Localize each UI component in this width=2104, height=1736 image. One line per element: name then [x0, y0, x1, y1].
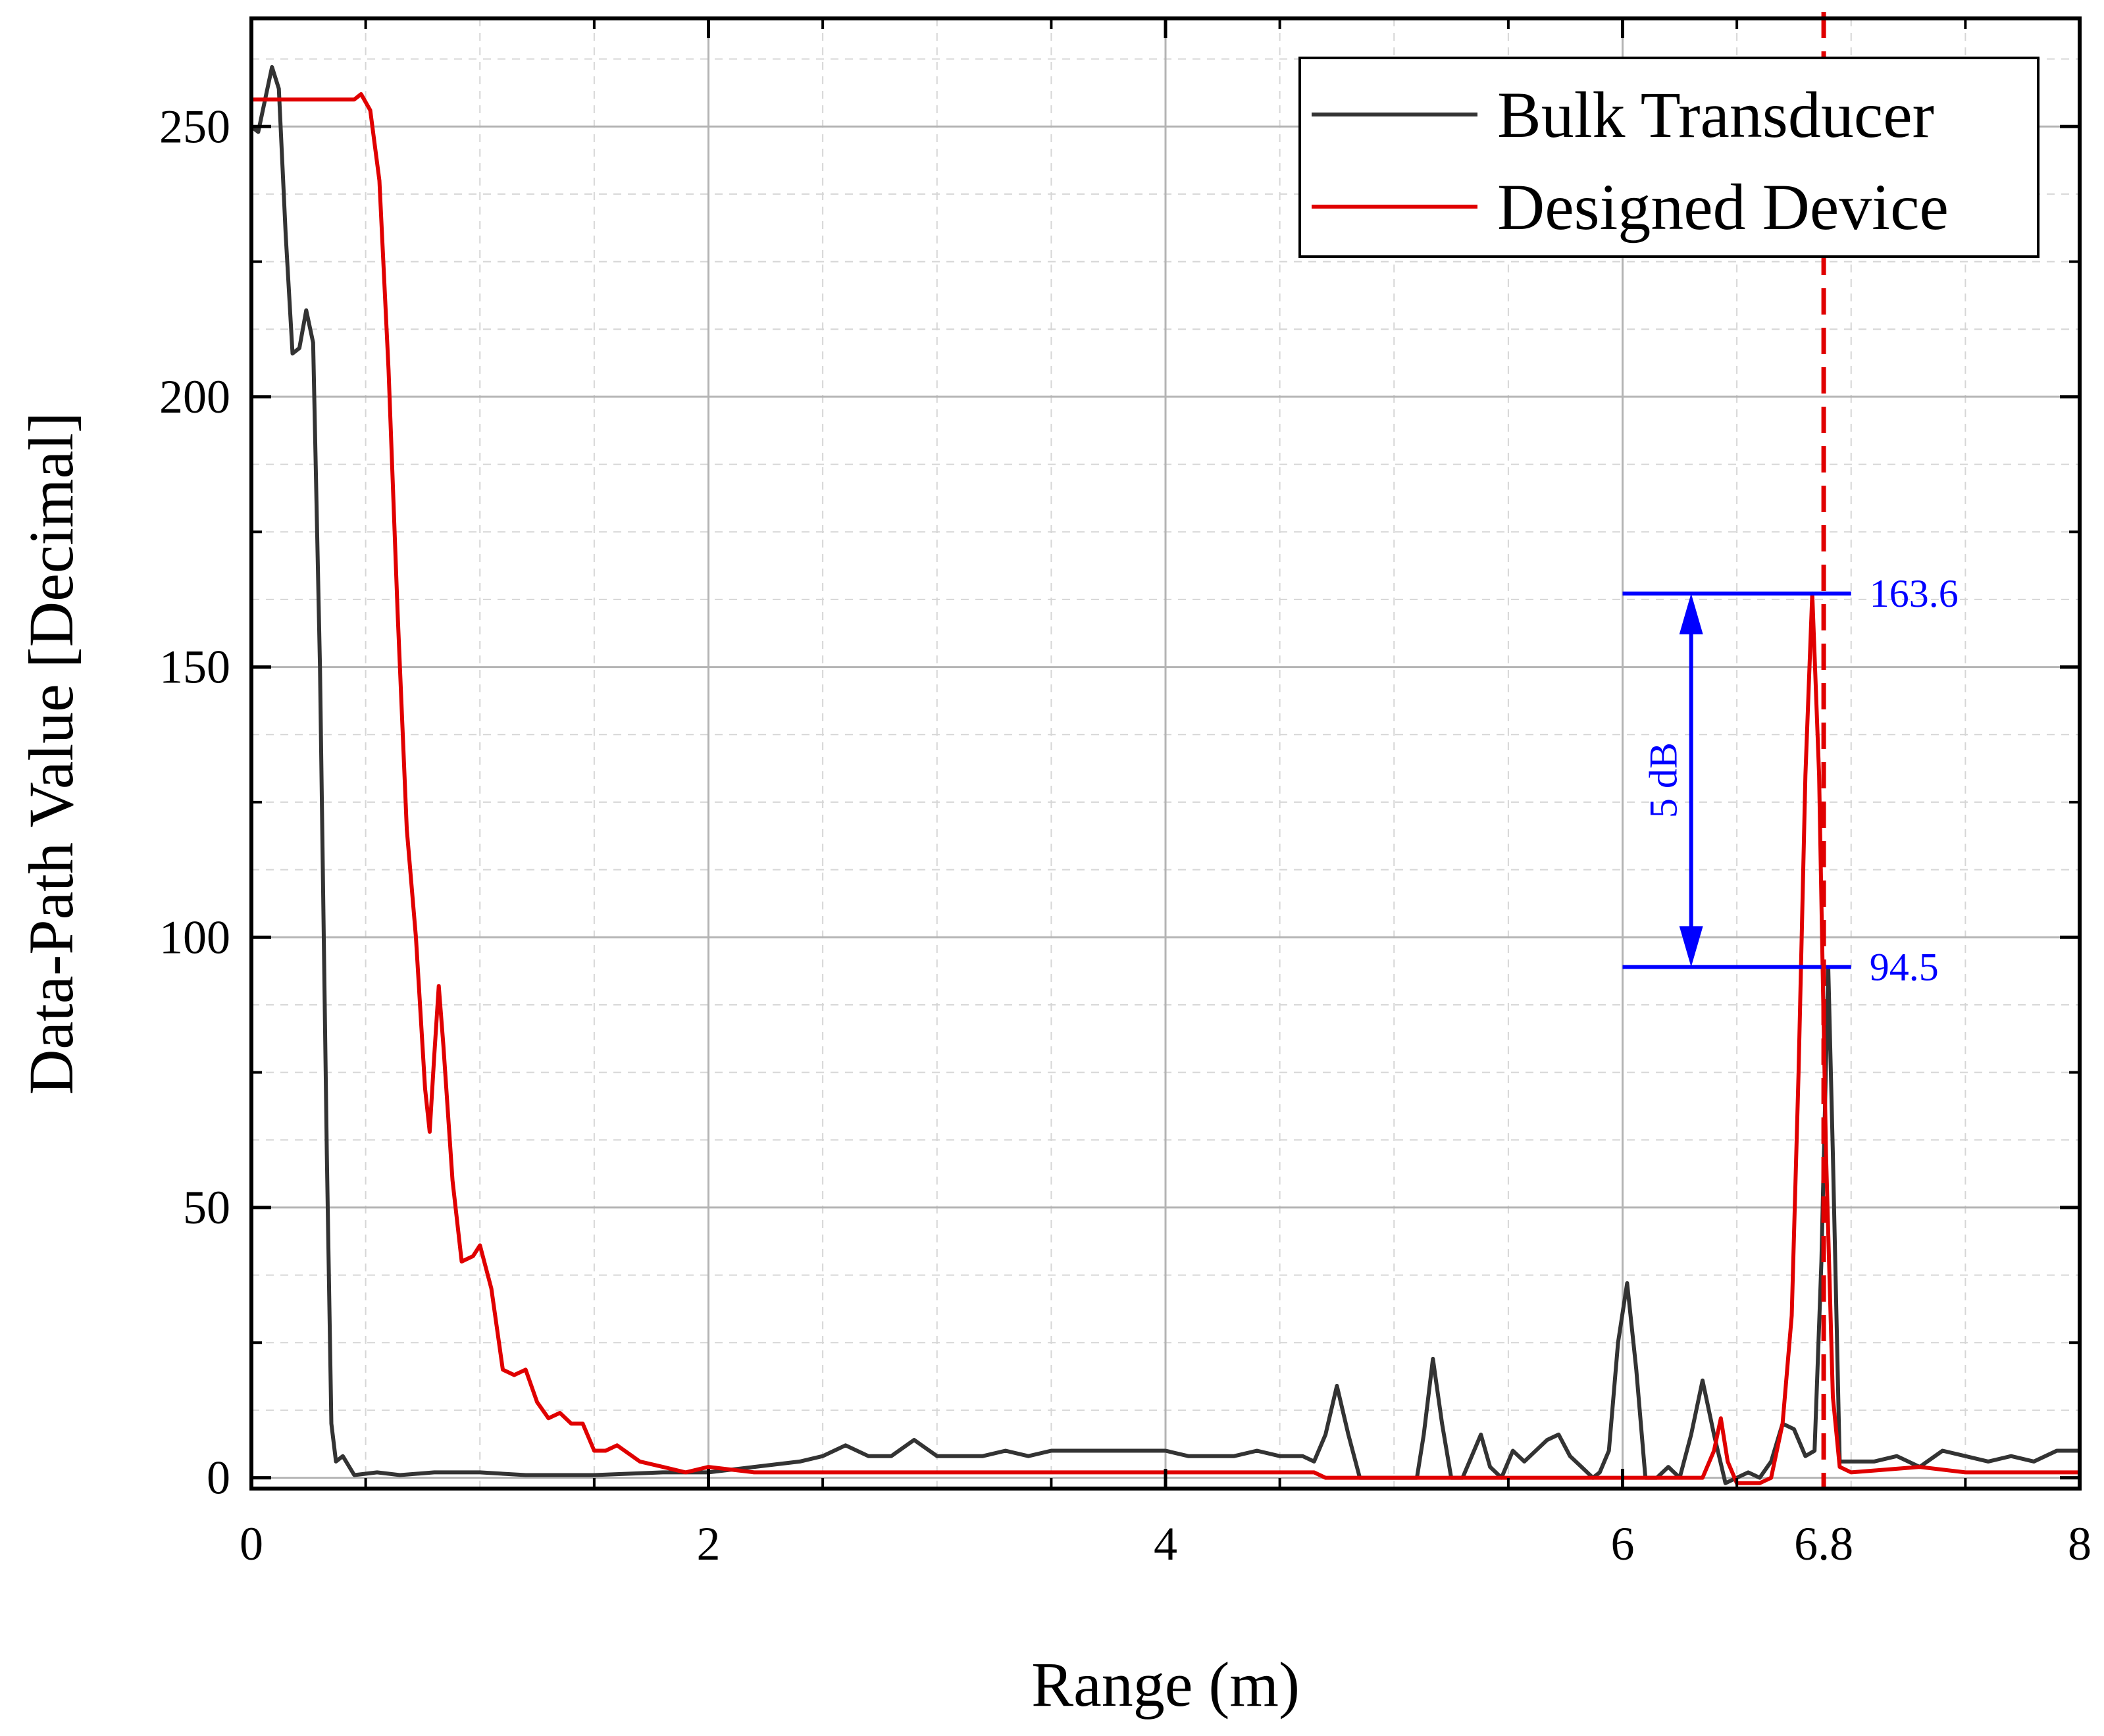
lower-value-label: 94.5 — [1870, 945, 1939, 988]
legend-label-bulk-transducer: Bulk Transducer — [1497, 78, 1934, 151]
series-layer — [249, 64, 2082, 1485]
legend-label-designed-device: Designed Device — [1497, 170, 1949, 243]
upper-value-label: 163.6 — [1870, 572, 1959, 615]
y-axis-title: Data-Path Value [Decimal] — [16, 412, 86, 1095]
x-tick-label: 4 — [1154, 1518, 1177, 1570]
x-tick-label: 6 — [1611, 1518, 1635, 1570]
y-tick-label: 0 — [207, 1452, 230, 1504]
legend-box — [1298, 57, 2040, 258]
x-tick-label: 2 — [697, 1518, 721, 1570]
y-tick-label: 250 — [159, 100, 230, 153]
y-tick-label: 50 — [183, 1181, 230, 1234]
x-axis-title: Range (m) — [1031, 1649, 1300, 1720]
series-line-designed-device — [249, 92, 2082, 1485]
arrow-down-icon — [1679, 926, 1703, 967]
ticks — [249, 18, 2082, 1489]
y-tick-label: 100 — [159, 911, 230, 963]
y-tick-label: 150 — [159, 641, 230, 694]
legend: Bulk Transducer Designed Device — [1298, 57, 2040, 258]
x-tick-label: 0 — [240, 1518, 263, 1570]
arrow-up-icon — [1679, 593, 1703, 634]
peak-marker-label: 6.8 — [1794, 1518, 1853, 1570]
x-tick-label: 8 — [2068, 1518, 2091, 1570]
span-label: 5 dB — [1642, 742, 1685, 818]
y-tick-label: 200 — [159, 370, 230, 423]
tick-labels: 0 2 4 6 8 0 50 100 150 200 250 — [159, 100, 2091, 1570]
grid — [251, 18, 2080, 1489]
